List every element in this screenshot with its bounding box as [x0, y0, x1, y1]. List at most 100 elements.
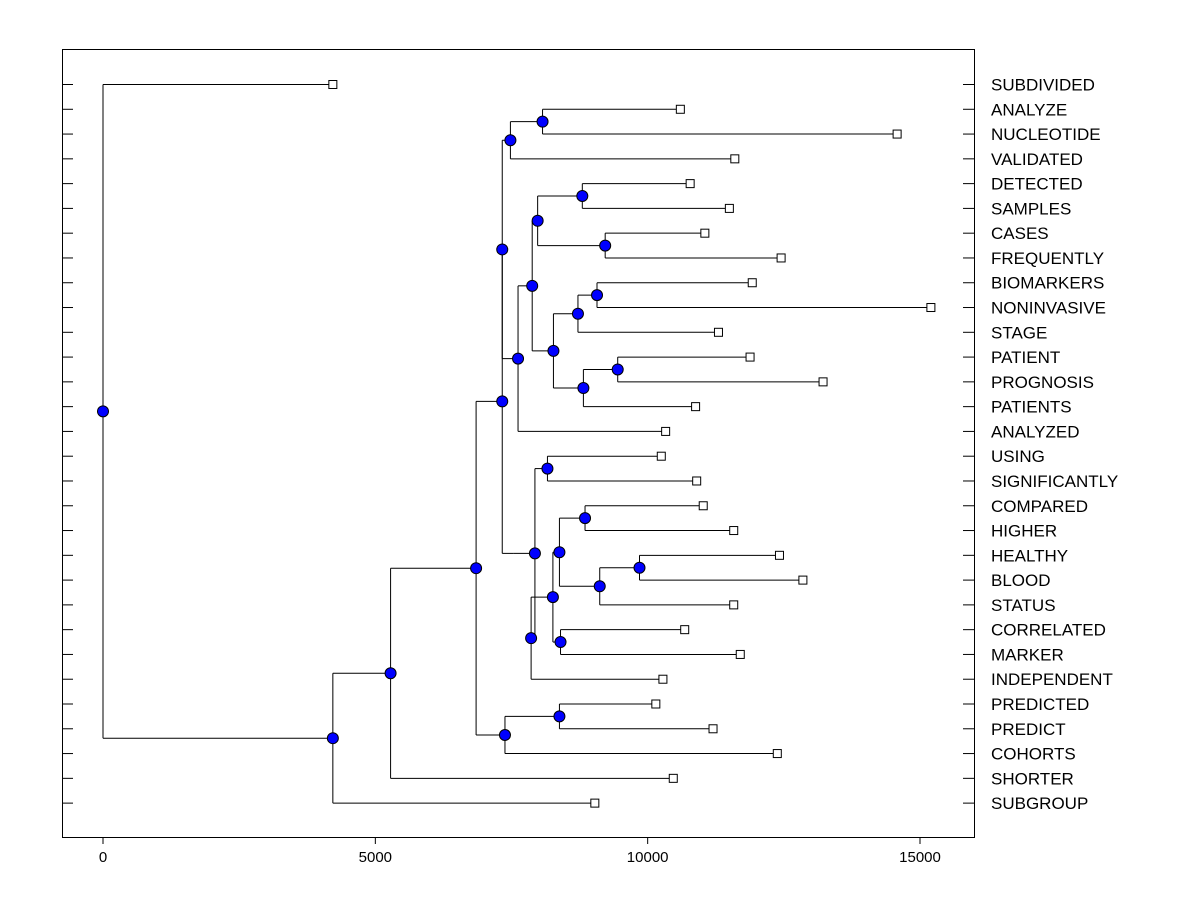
- leaf-label-noninvasive: NONINVASIVE: [991, 299, 1106, 318]
- leaf-label-predict: PREDICT: [991, 720, 1066, 739]
- merge-node-n17: [593, 580, 606, 593]
- leaf-markers: [328, 80, 936, 808]
- merge-node-n4: [599, 239, 612, 252]
- leaf-marker-analyze: [675, 104, 685, 114]
- merge-node-n22: [528, 547, 541, 560]
- x-tick-label: 15000: [899, 849, 941, 866]
- merge-node-n29: [326, 732, 339, 745]
- merge-node-n26: [498, 728, 511, 741]
- leaf-marker-prognosis: [818, 377, 828, 387]
- merge-node-n21: [525, 632, 538, 645]
- merge-node-n25: [553, 710, 566, 723]
- leaf-label-healthy: HEALTHY: [991, 546, 1068, 565]
- leaf-marker-subgroup: [590, 798, 600, 808]
- leaf-label-frequently: FREQUENTLY: [991, 249, 1104, 268]
- leaf-label-predicted: PREDICTED: [991, 695, 1089, 714]
- x-tick-label: 10000: [627, 849, 669, 866]
- leaf-marker-status: [729, 600, 739, 610]
- merge-node-n2: [504, 134, 517, 147]
- merge-node-n7: [571, 307, 584, 320]
- leaf-marker-cases: [700, 228, 710, 238]
- leaf-label-stage: STAGE: [991, 323, 1047, 342]
- merge-node-n11: [526, 279, 539, 292]
- leaf-marker-significantly: [692, 476, 702, 486]
- leaf-marker-subdivided: [328, 80, 338, 89]
- leaf-labels: SUBDIVIDED ANALYZE NUCLEOTIDE VALIDATED DETE…: [991, 76, 1118, 814]
- merge-node-n27: [470, 562, 483, 575]
- leaf-label-detected: DETECTED: [991, 175, 1083, 194]
- leaf-label-using: USING: [991, 447, 1045, 466]
- merge-node-n15: [579, 512, 592, 525]
- leaf-label-status: STATUS: [991, 596, 1056, 615]
- leaf-label-patients: PATIENTS: [991, 398, 1072, 417]
- tick-marks: [62, 84, 974, 804]
- x-tick-label: 0: [99, 849, 107, 866]
- leaf-marker-correlated: [680, 625, 690, 635]
- leaf-label-cohorts: COHORTS: [991, 745, 1076, 764]
- merge-node-n16: [633, 561, 646, 574]
- leaf-label-validated: VALIDATED: [991, 150, 1083, 169]
- leaf-label-nucleotide: NUCLEOTIDE: [991, 125, 1101, 144]
- leaf-marker-biomarkers: [747, 278, 757, 288]
- leaf-marker-using: [656, 451, 666, 461]
- leaf-marker-nucleotide: [892, 129, 902, 139]
- merge-node-n24: [496, 395, 509, 408]
- leaf-marker-analyzed: [661, 426, 671, 436]
- dendrogram-nodes: [97, 115, 646, 745]
- leaf-marker-healthy: [774, 550, 784, 560]
- leaf-label-correlated: CORRELATED: [991, 621, 1106, 640]
- leaf-marker-stage: [713, 327, 723, 337]
- leaf-marker-frequently: [776, 253, 786, 263]
- leaf-marker-independent: [658, 674, 668, 684]
- leaf-marker-patients: [691, 402, 701, 412]
- merge-node-n3: [576, 190, 589, 203]
- merge-node-n9: [577, 382, 590, 395]
- leaf-label-analyzed: ANALYZED: [991, 422, 1080, 441]
- leaf-marker-compared: [698, 501, 708, 511]
- leaf-label-compared: COMPARED: [991, 497, 1088, 516]
- merge-node-n1: [536, 115, 549, 128]
- x-axis: 0 5000 10000 15000: [99, 837, 941, 866]
- merge-node-n10: [547, 344, 560, 357]
- leaf-marker-predicted: [651, 699, 661, 709]
- leaf-label-independent: INDEPENDENT: [991, 670, 1113, 689]
- leaf-marker-patient: [745, 352, 755, 362]
- leaf-label-subgroup: SUBGROUP: [991, 794, 1088, 813]
- leaf-label-marker: MARKER: [991, 645, 1064, 664]
- merge-node-n13: [496, 243, 509, 256]
- leaf-label-higher: HIGHER: [991, 522, 1057, 541]
- leaf-label-significantly: SIGNIFICANTLY: [991, 472, 1118, 491]
- leaf-marker-higher: [729, 526, 739, 536]
- merge-node-n6: [591, 289, 604, 302]
- leaf-label-cases: CASES: [991, 224, 1049, 243]
- merge-node-n5: [531, 214, 544, 227]
- leaf-marker-predict: [708, 724, 718, 734]
- leaf-marker-cohorts: [772, 749, 782, 759]
- leaf-marker-detected: [685, 179, 695, 189]
- leaf-label-samples: SAMPLES: [991, 199, 1071, 218]
- merge-node-n12: [512, 352, 525, 365]
- leaf-label-biomarkers: BIOMARKERS: [991, 274, 1104, 293]
- leaf-label-blood: BLOOD: [991, 571, 1051, 590]
- leaf-marker-noninvasive: [926, 303, 936, 313]
- merge-node-n8: [611, 363, 624, 376]
- leaf-marker-validated: [730, 154, 740, 164]
- merge-node-n30: [97, 405, 109, 418]
- merge-node-n20: [546, 591, 559, 604]
- merge-node-n18: [553, 546, 566, 559]
- leaf-label-patient: PATIENT: [991, 348, 1060, 367]
- leaf-label-shorter: SHORTER: [991, 769, 1074, 788]
- x-tick-label: 5000: [359, 849, 392, 866]
- merge-node-n28: [384, 667, 397, 680]
- leaf-marker-samples: [724, 203, 734, 213]
- leaf-marker-shorter: [668, 773, 678, 783]
- merge-node-n14: [541, 462, 554, 475]
- merge-node-n19: [554, 636, 567, 649]
- leaf-marker-blood: [798, 575, 808, 585]
- leaf-label-analyze: ANALYZE: [991, 100, 1067, 119]
- leaf-label-subdivided: SUBDIVIDED: [991, 76, 1095, 95]
- plot-frame: [62, 49, 975, 838]
- leaf-marker-marker: [735, 649, 745, 659]
- leaf-label-prognosis: PROGNOSIS: [991, 373, 1094, 392]
